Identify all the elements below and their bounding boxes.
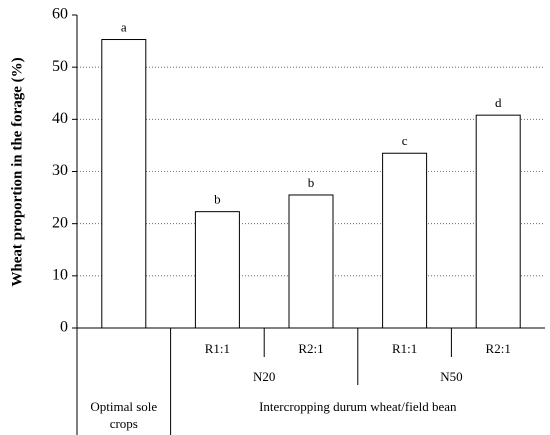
x-tick-label: R1:1 [392,341,417,356]
data-label: b [214,192,221,207]
y-tick-label: 60 [52,6,68,23]
y-tick-label: 0 [60,319,68,336]
y-tick-label: 40 [52,110,68,127]
group-label: Optimal sole crops [90,399,157,431]
data-label: a [121,20,127,35]
subgroup-label: N20 [253,369,275,384]
y-tick-label: 50 [52,58,68,75]
group-label: Intercropping durum wheat/field bean [259,399,457,414]
y-tick-label: 30 [52,162,68,179]
x-tick-label: R1:1 [205,341,230,356]
bar [475,114,521,329]
y-tick-label: 20 [52,214,68,231]
x-tick-label: R2:1 [486,341,511,356]
data-label: c [402,133,408,148]
bar [194,211,240,329]
y-tick-label: 10 [52,267,68,284]
x-tick-label: R2:1 [298,341,323,356]
bar [382,152,428,329]
data-label: b [308,175,315,190]
subgroup-label: N50 [440,369,462,384]
data-label: d [495,95,502,110]
bar [101,39,147,329]
y-axis-label: Wheat proportion in the forage (%) [9,57,25,286]
bar [288,194,334,329]
